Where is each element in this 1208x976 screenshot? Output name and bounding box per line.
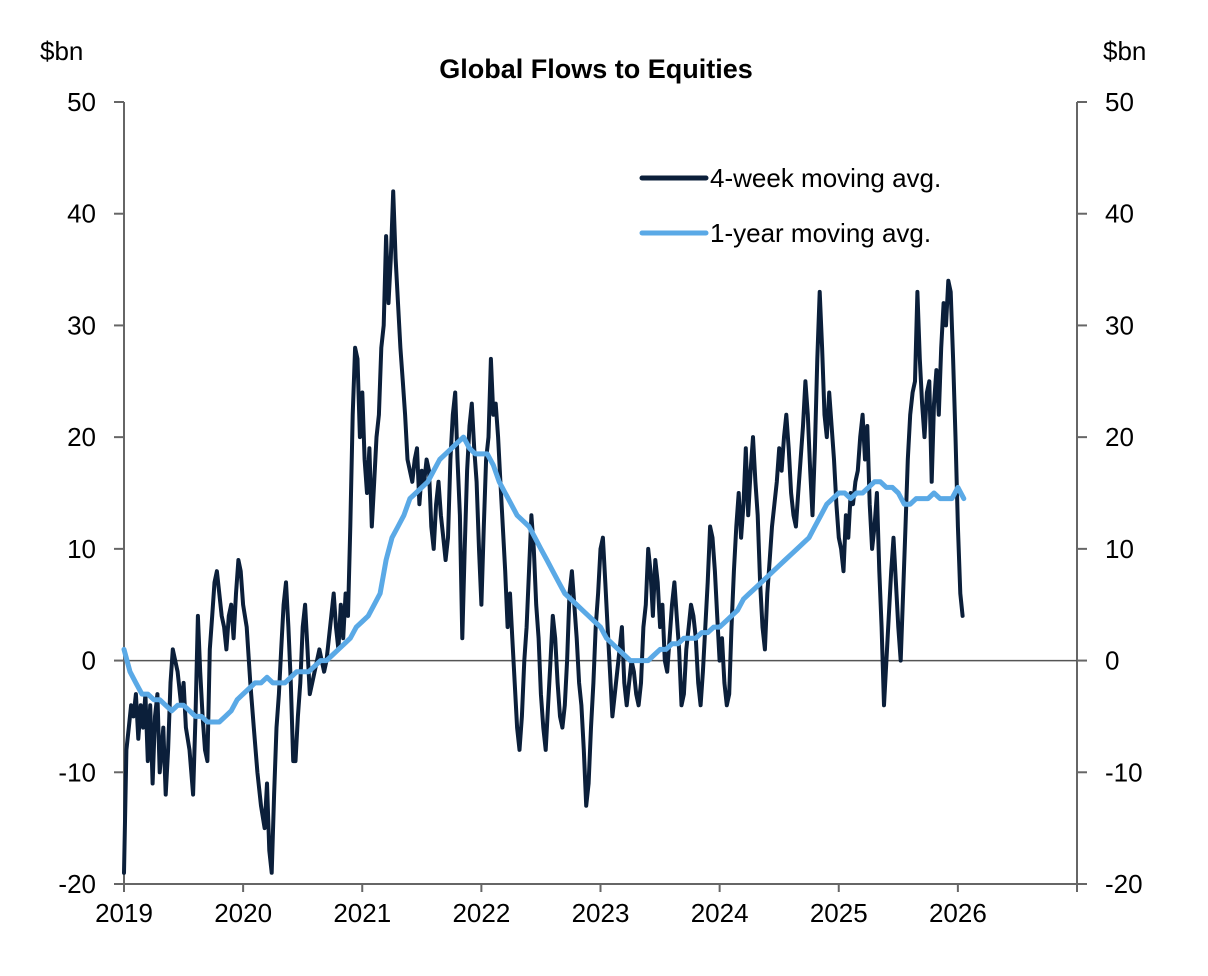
x-tick-label: 2025 (810, 898, 868, 928)
x-tick-label: 2022 (452, 898, 510, 928)
y-tick-label-right: 10 (1105, 534, 1134, 564)
y-tick-label-left: 30 (67, 310, 96, 340)
legend-label-fourWeek: 4-week moving avg. (710, 163, 941, 193)
y-tick-label-left: -20 (58, 869, 96, 899)
right-axis-unit: $bn (1103, 36, 1146, 66)
series-layer (121, 189, 967, 875)
x-tick-label: 2021 (333, 898, 391, 928)
left-axis-unit: $bn (40, 36, 83, 66)
series-4-week-line (122, 189, 965, 875)
x-tick-label: 2020 (214, 898, 272, 928)
y-tick-label-right: 0 (1105, 646, 1119, 676)
y-tick-label-right: -10 (1105, 757, 1143, 787)
legend-label-oneYear: 1-year moving avg. (710, 218, 931, 248)
y-tick-label-right: 30 (1105, 310, 1134, 340)
y-tick-label-left: 10 (67, 534, 96, 564)
y-tick-label-left: 50 (67, 87, 96, 117)
chart-title: Global Flows to Equities (439, 54, 753, 84)
x-tick-label: 2026 (929, 898, 987, 928)
y-tick-label-left: 20 (67, 422, 96, 452)
series-1-year-line (121, 434, 967, 725)
x-tick-label: 2019 (95, 898, 153, 928)
y-tick-label-left: 0 (82, 646, 96, 676)
x-tick-label: 2024 (691, 898, 749, 928)
legend: 4-week moving avg. 1-year moving avg. (639, 163, 941, 248)
y-tick-label-right: 50 (1105, 87, 1134, 117)
y-tick-label-left: -10 (58, 757, 96, 787)
y-tick-label-left: 40 (67, 199, 96, 229)
x-tick-label: 2023 (572, 898, 630, 928)
y-tick-label-right: 40 (1105, 199, 1134, 229)
y-tick-label-right: -20 (1105, 869, 1143, 899)
y-tick-label-right: 20 (1105, 422, 1134, 452)
